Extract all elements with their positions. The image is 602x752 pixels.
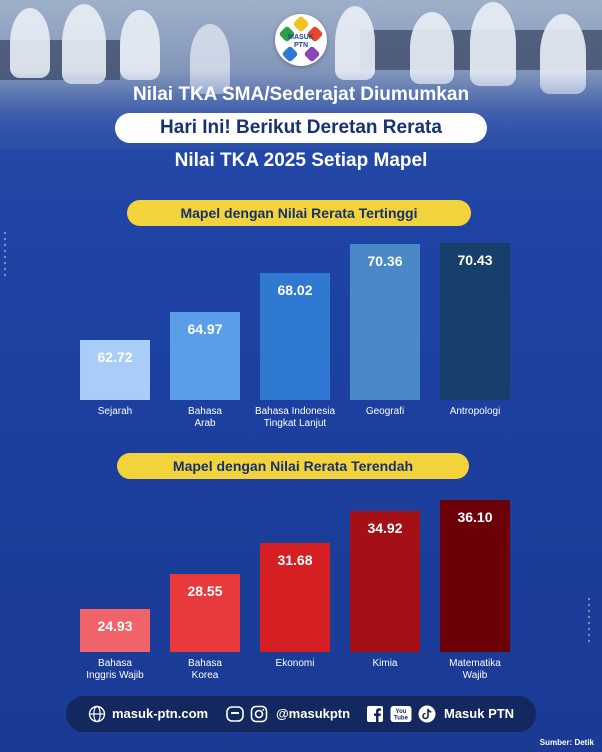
- bar-5: [440, 243, 510, 400]
- bar-1: [80, 608, 150, 652]
- bar-1: [80, 340, 150, 400]
- chart-title-highest: Mapel dengan Nilai Rerata Tertinggi: [127, 200, 471, 226]
- bar-3: [260, 543, 330, 652]
- line-app-icon[interactable]: [226, 705, 244, 723]
- headline-line-1: Nilai TKA SMA/Sederajat Diumumkan: [132, 84, 470, 105]
- bar-4: [350, 511, 420, 652]
- chart-title-lowest: Mapel dengan Nilai Rerata Terendah: [117, 453, 469, 479]
- category-label: Matematika Wajib: [449, 658, 501, 681]
- bar-value-label: 64.97: [187, 320, 223, 337]
- logo-text-line1: MASUK: [288, 34, 314, 41]
- footer-bar: masuk-ptn.com @masukptn You Tube Masuk P…: [66, 696, 536, 732]
- category-label: Bahasa Arab: [188, 406, 222, 429]
- decorative-dots-right: [588, 598, 600, 646]
- bar-value-label: 70.36: [367, 252, 403, 269]
- headline-line-3: Nilai TKA 2025 Setiap Mapel: [174, 150, 428, 171]
- bar-value-label: 24.93: [97, 617, 133, 634]
- category-label: Ekonomi: [275, 658, 315, 669]
- bar-3: [260, 273, 330, 400]
- bar-value-label: 28.55: [187, 582, 223, 599]
- bar-value-label: 68.02: [277, 282, 313, 299]
- masuk-ptn-logo: MASUK PTN: [275, 14, 327, 66]
- bar-value-label: 62.72: [97, 349, 133, 366]
- facebook-icon[interactable]: [366, 705, 384, 723]
- youtube-icon[interactable]: You Tube: [390, 705, 412, 723]
- category-label: Geografi: [365, 406, 405, 417]
- category-label: Bahasa Korea: [188, 658, 222, 681]
- headline-line-2: Hari Ini! Berikut Deretan Rerata: [160, 117, 442, 138]
- bar-value-label: 31.68: [277, 552, 313, 569]
- logo-text-line2: PTN: [294, 42, 308, 49]
- source-credit: Sumber: Detik: [539, 738, 594, 747]
- bar-value-label: 34.92: [367, 520, 403, 537]
- bar-2: [170, 573, 240, 652]
- instagram-icon[interactable]: [250, 705, 268, 723]
- youtube-text-line1: You: [396, 709, 407, 715]
- tiktok-icon[interactable]: [418, 705, 436, 723]
- category-label: Sejarah: [97, 406, 133, 417]
- category-label: Antropologi: [449, 406, 501, 417]
- category-label: Kimia: [372, 658, 398, 669]
- bar-4: [350, 243, 420, 400]
- category-label: Bahasa Indonesia Tingkat Lanjut: [254, 406, 336, 429]
- decorative-dots-left: [4, 232, 16, 280]
- category-label: Bahasa Inggris Wajib: [86, 658, 144, 681]
- brand-name[interactable]: Masuk PTN: [444, 706, 515, 721]
- social-handle[interactable]: @masukptn: [276, 706, 351, 721]
- chart-highest: 62.72 Sejarah 64.97 Bahasa Arab 68.02 Bahasa …: [0, 238, 602, 438]
- chart-lowest: 24.93 Bahasa Inggris Wajib 28.55 Bahasa Kor…: [0, 490, 602, 690]
- bar-5: [440, 500, 510, 652]
- headline-highlight-pill: [115, 113, 487, 143]
- youtube-text-line2: Tube: [394, 716, 409, 722]
- website-link[interactable]: masuk-ptn.com: [112, 706, 209, 721]
- bar-value-label: 36.10: [457, 509, 493, 525]
- bar-value-label: 70.43: [457, 252, 493, 268]
- globe-icon: [88, 705, 106, 723]
- bar-2: [170, 311, 240, 400]
